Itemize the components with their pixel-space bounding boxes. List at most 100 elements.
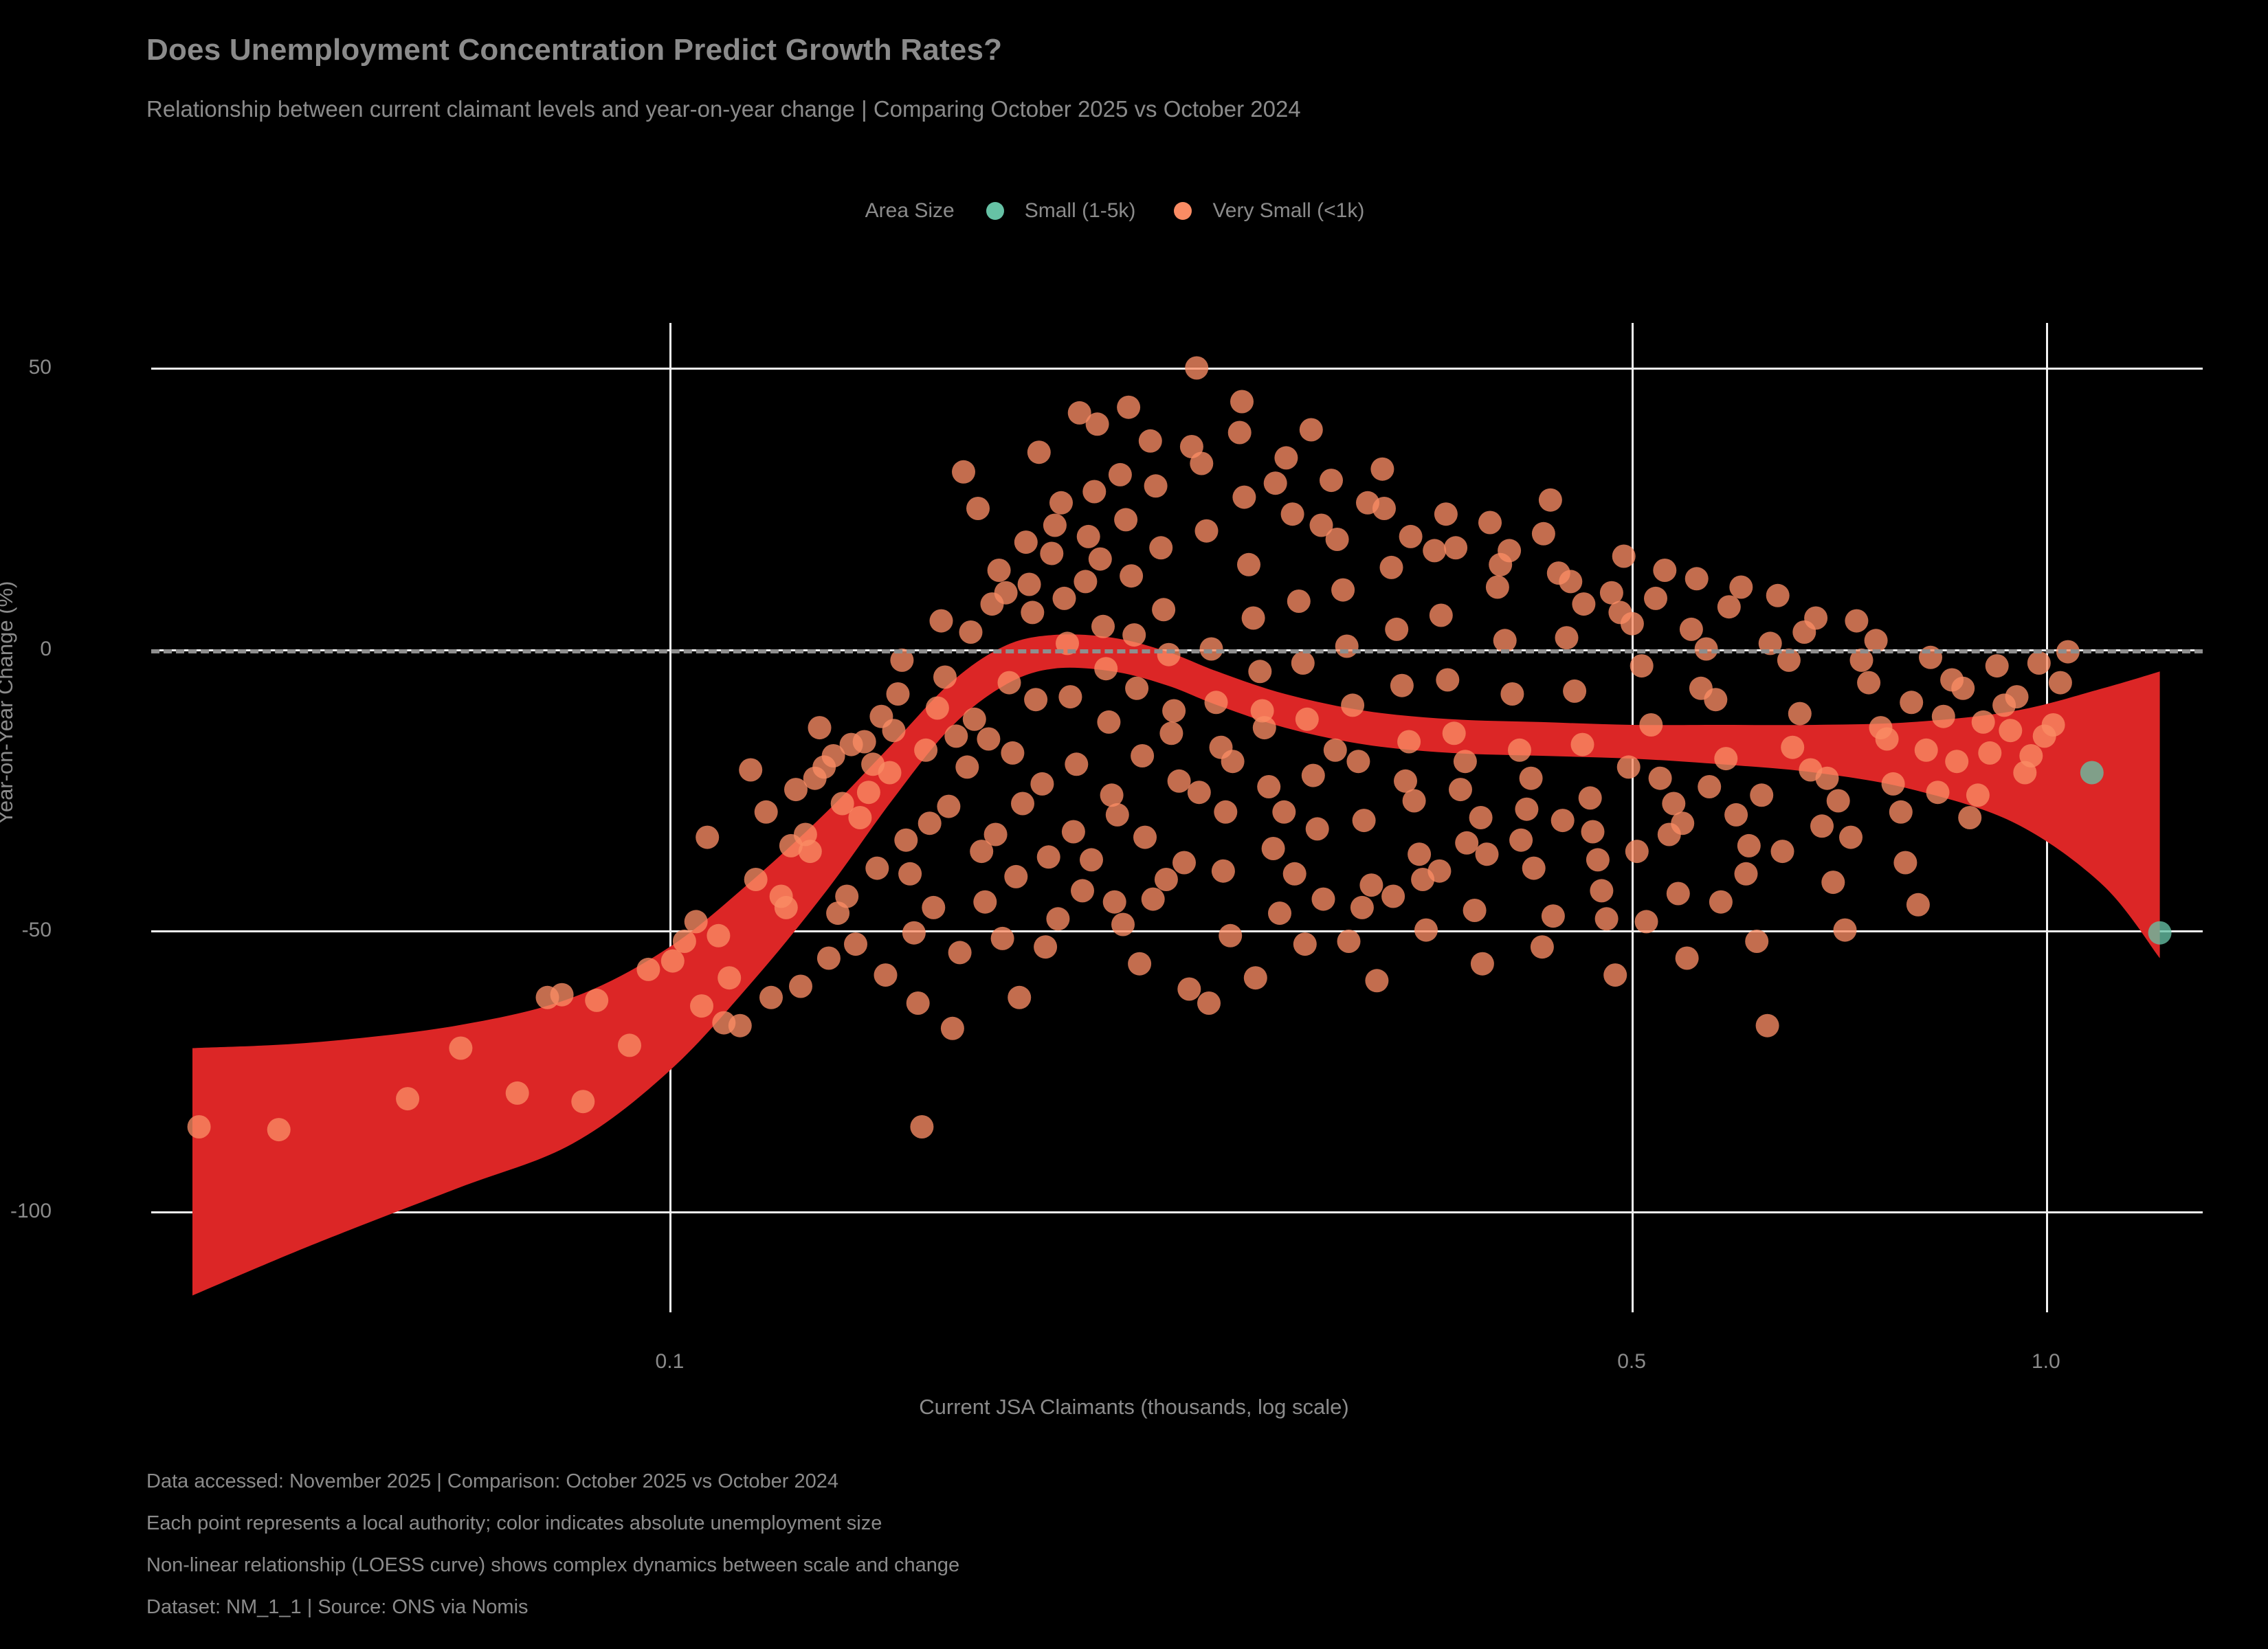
scatter-point[interactable] <box>1219 923 1243 947</box>
scatter-point[interactable] <box>1770 840 1794 864</box>
scatter-point[interactable] <box>1379 555 1403 579</box>
scatter-point[interactable] <box>994 581 1018 605</box>
scatter-point[interactable] <box>618 1033 641 1057</box>
scatter-point[interactable] <box>1243 966 1267 990</box>
scatter-point[interactable] <box>1197 991 1221 1015</box>
scatter-point[interactable] <box>1036 845 1060 869</box>
scatter-point[interactable] <box>1630 654 1654 678</box>
scatter-point[interactable] <box>1724 803 1748 827</box>
scatter-point[interactable] <box>684 910 708 934</box>
scatter-point[interactable] <box>1049 491 1073 515</box>
scatter-point[interactable] <box>997 671 1021 695</box>
scatter-point[interactable] <box>1385 617 1409 641</box>
scatter-point[interactable] <box>1179 435 1203 458</box>
scatter-point[interactable] <box>660 949 685 973</box>
scatter-point[interactable] <box>1857 671 1881 695</box>
scatter-point[interactable] <box>1102 890 1126 914</box>
scatter-point[interactable] <box>808 716 832 740</box>
scatter-point[interactable] <box>1788 702 1812 726</box>
scatter-point[interactable] <box>707 923 731 947</box>
scatter-point[interactable] <box>449 1036 473 1060</box>
scatter-point[interactable] <box>1100 783 1124 807</box>
scatter-point[interactable] <box>1359 873 1383 897</box>
scatter-point[interactable] <box>844 932 867 956</box>
scatter-point[interactable] <box>821 744 845 767</box>
scatter-point[interactable] <box>718 966 742 990</box>
scatter-point[interactable] <box>1335 634 1359 658</box>
scatter-point[interactable] <box>1717 595 1741 619</box>
scatter-point[interactable] <box>1434 502 1458 526</box>
scatter-point[interactable] <box>918 811 942 835</box>
scatter-point[interactable] <box>1750 783 1774 807</box>
scatter-point[interactable] <box>2148 921 2172 945</box>
scatter-point[interactable] <box>1550 809 1575 833</box>
scatter-point[interactable] <box>1356 491 1379 515</box>
scatter-point[interactable] <box>1305 817 1329 841</box>
scatter-point[interactable] <box>1679 617 1703 641</box>
scatter-point[interactable] <box>973 890 997 914</box>
scatter-point[interactable] <box>1199 637 1223 661</box>
scatter-point[interactable] <box>1046 907 1070 931</box>
scatter-point[interactable] <box>1261 837 1285 860</box>
scatter-point[interactable] <box>1001 741 1025 765</box>
scatter-point[interactable] <box>1612 544 1636 568</box>
scatter-point[interactable] <box>1515 797 1539 821</box>
scatter-point[interactable] <box>1478 511 1502 535</box>
scatter-point[interactable] <box>774 895 798 919</box>
scatter-point[interactable] <box>1414 918 1438 942</box>
scatter-point[interactable] <box>1268 901 1291 926</box>
scatter-point[interactable] <box>1616 755 1641 779</box>
scatter-point[interactable] <box>1125 676 1149 700</box>
scatter-point[interactable] <box>1280 502 1304 526</box>
scatter-point[interactable] <box>1040 541 1064 565</box>
scatter-point[interactable] <box>1644 586 1667 610</box>
scatter-point[interactable] <box>933 665 957 689</box>
scatter-point[interactable] <box>902 921 926 945</box>
scatter-point[interactable] <box>1985 654 2009 678</box>
scatter-point[interactable] <box>696 825 720 849</box>
scatter-point[interactable] <box>1263 471 1287 495</box>
scatter-point[interactable] <box>1088 547 1112 571</box>
scatter-point[interactable] <box>1810 814 1834 838</box>
scatter-point[interactable] <box>940 1016 964 1040</box>
scatter-point[interactable] <box>1320 469 1343 493</box>
scatter-point[interactable] <box>1572 592 1596 616</box>
scatter-point[interactable] <box>187 1115 211 1138</box>
scatter-point[interactable] <box>1519 766 1543 790</box>
scatter-point[interactable] <box>1397 730 1421 754</box>
scatter-point[interactable] <box>739 758 763 782</box>
scatter-point[interactable] <box>1714 747 1738 771</box>
scatter-point[interactable] <box>1117 395 1141 419</box>
scatter-point[interactable] <box>505 1081 529 1105</box>
scatter-point[interactable] <box>1522 856 1546 880</box>
scatter-point[interactable] <box>830 792 854 816</box>
scatter-point[interactable] <box>1966 783 1990 807</box>
scatter-point[interactable] <box>1034 935 1058 959</box>
scatter-point[interactable] <box>886 682 910 706</box>
scatter-point[interactable] <box>1685 567 1709 591</box>
scatter-point[interactable] <box>990 926 1014 950</box>
scatter-point[interactable] <box>1352 809 1376 833</box>
scatter-point[interactable] <box>2019 744 2043 767</box>
scatter-point[interactable] <box>1071 879 1094 903</box>
scatter-point[interactable] <box>1094 657 1118 681</box>
scatter-point[interactable] <box>1114 508 1138 532</box>
scatter-point[interactable] <box>1323 738 1347 762</box>
scatter-point[interactable] <box>1485 575 1509 599</box>
scatter-point[interactable] <box>1603 963 1627 987</box>
scatter-point[interactable] <box>1399 524 1423 548</box>
scatter-point[interactable] <box>1058 685 1082 709</box>
scatter-point[interactable] <box>1578 786 1602 810</box>
scatter-point[interactable] <box>1248 660 1272 684</box>
scatter-point[interactable] <box>1945 750 1969 774</box>
scatter-point[interactable] <box>1152 598 1176 622</box>
scatter-point[interactable] <box>910 1115 934 1138</box>
scatter-point[interactable] <box>1120 564 1144 588</box>
scatter-point[interactable] <box>1586 848 1610 872</box>
scatter-point[interactable] <box>1442 721 1466 745</box>
scatter-point[interactable] <box>1694 637 1718 661</box>
scatter-point[interactable] <box>1211 859 1235 883</box>
scatter-point[interactable] <box>1131 744 1155 767</box>
scatter-point[interactable] <box>1734 862 1758 886</box>
scatter-point[interactable] <box>1889 800 1913 824</box>
